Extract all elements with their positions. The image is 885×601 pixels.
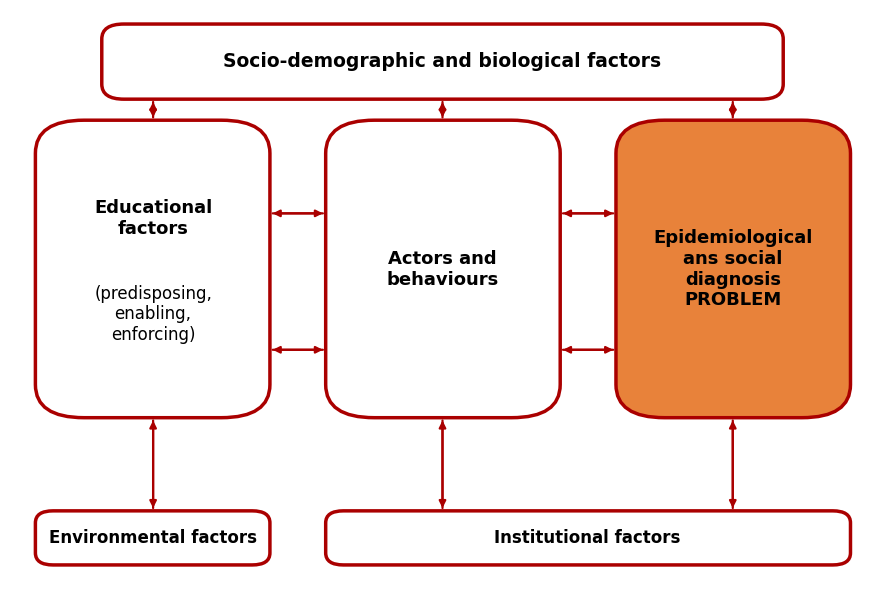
FancyBboxPatch shape [326, 511, 850, 565]
FancyBboxPatch shape [35, 120, 270, 418]
Text: Environmental factors: Environmental factors [49, 529, 258, 547]
FancyBboxPatch shape [102, 24, 783, 99]
Text: (predisposing,
enabling,
enforcing): (predisposing, enabling, enforcing) [94, 284, 212, 344]
Text: Institutional factors: Institutional factors [495, 529, 681, 547]
Text: Socio-demographic and biological factors: Socio-demographic and biological factors [223, 52, 662, 72]
FancyBboxPatch shape [35, 511, 270, 565]
FancyBboxPatch shape [616, 120, 850, 418]
FancyBboxPatch shape [326, 120, 560, 418]
Text: Actors and
behaviours: Actors and behaviours [387, 250, 498, 288]
Text: Educational
factors: Educational factors [94, 199, 212, 237]
Text: Epidemiological
ans social
diagnosis
PROBLEM: Epidemiological ans social diagnosis PRO… [653, 229, 812, 310]
